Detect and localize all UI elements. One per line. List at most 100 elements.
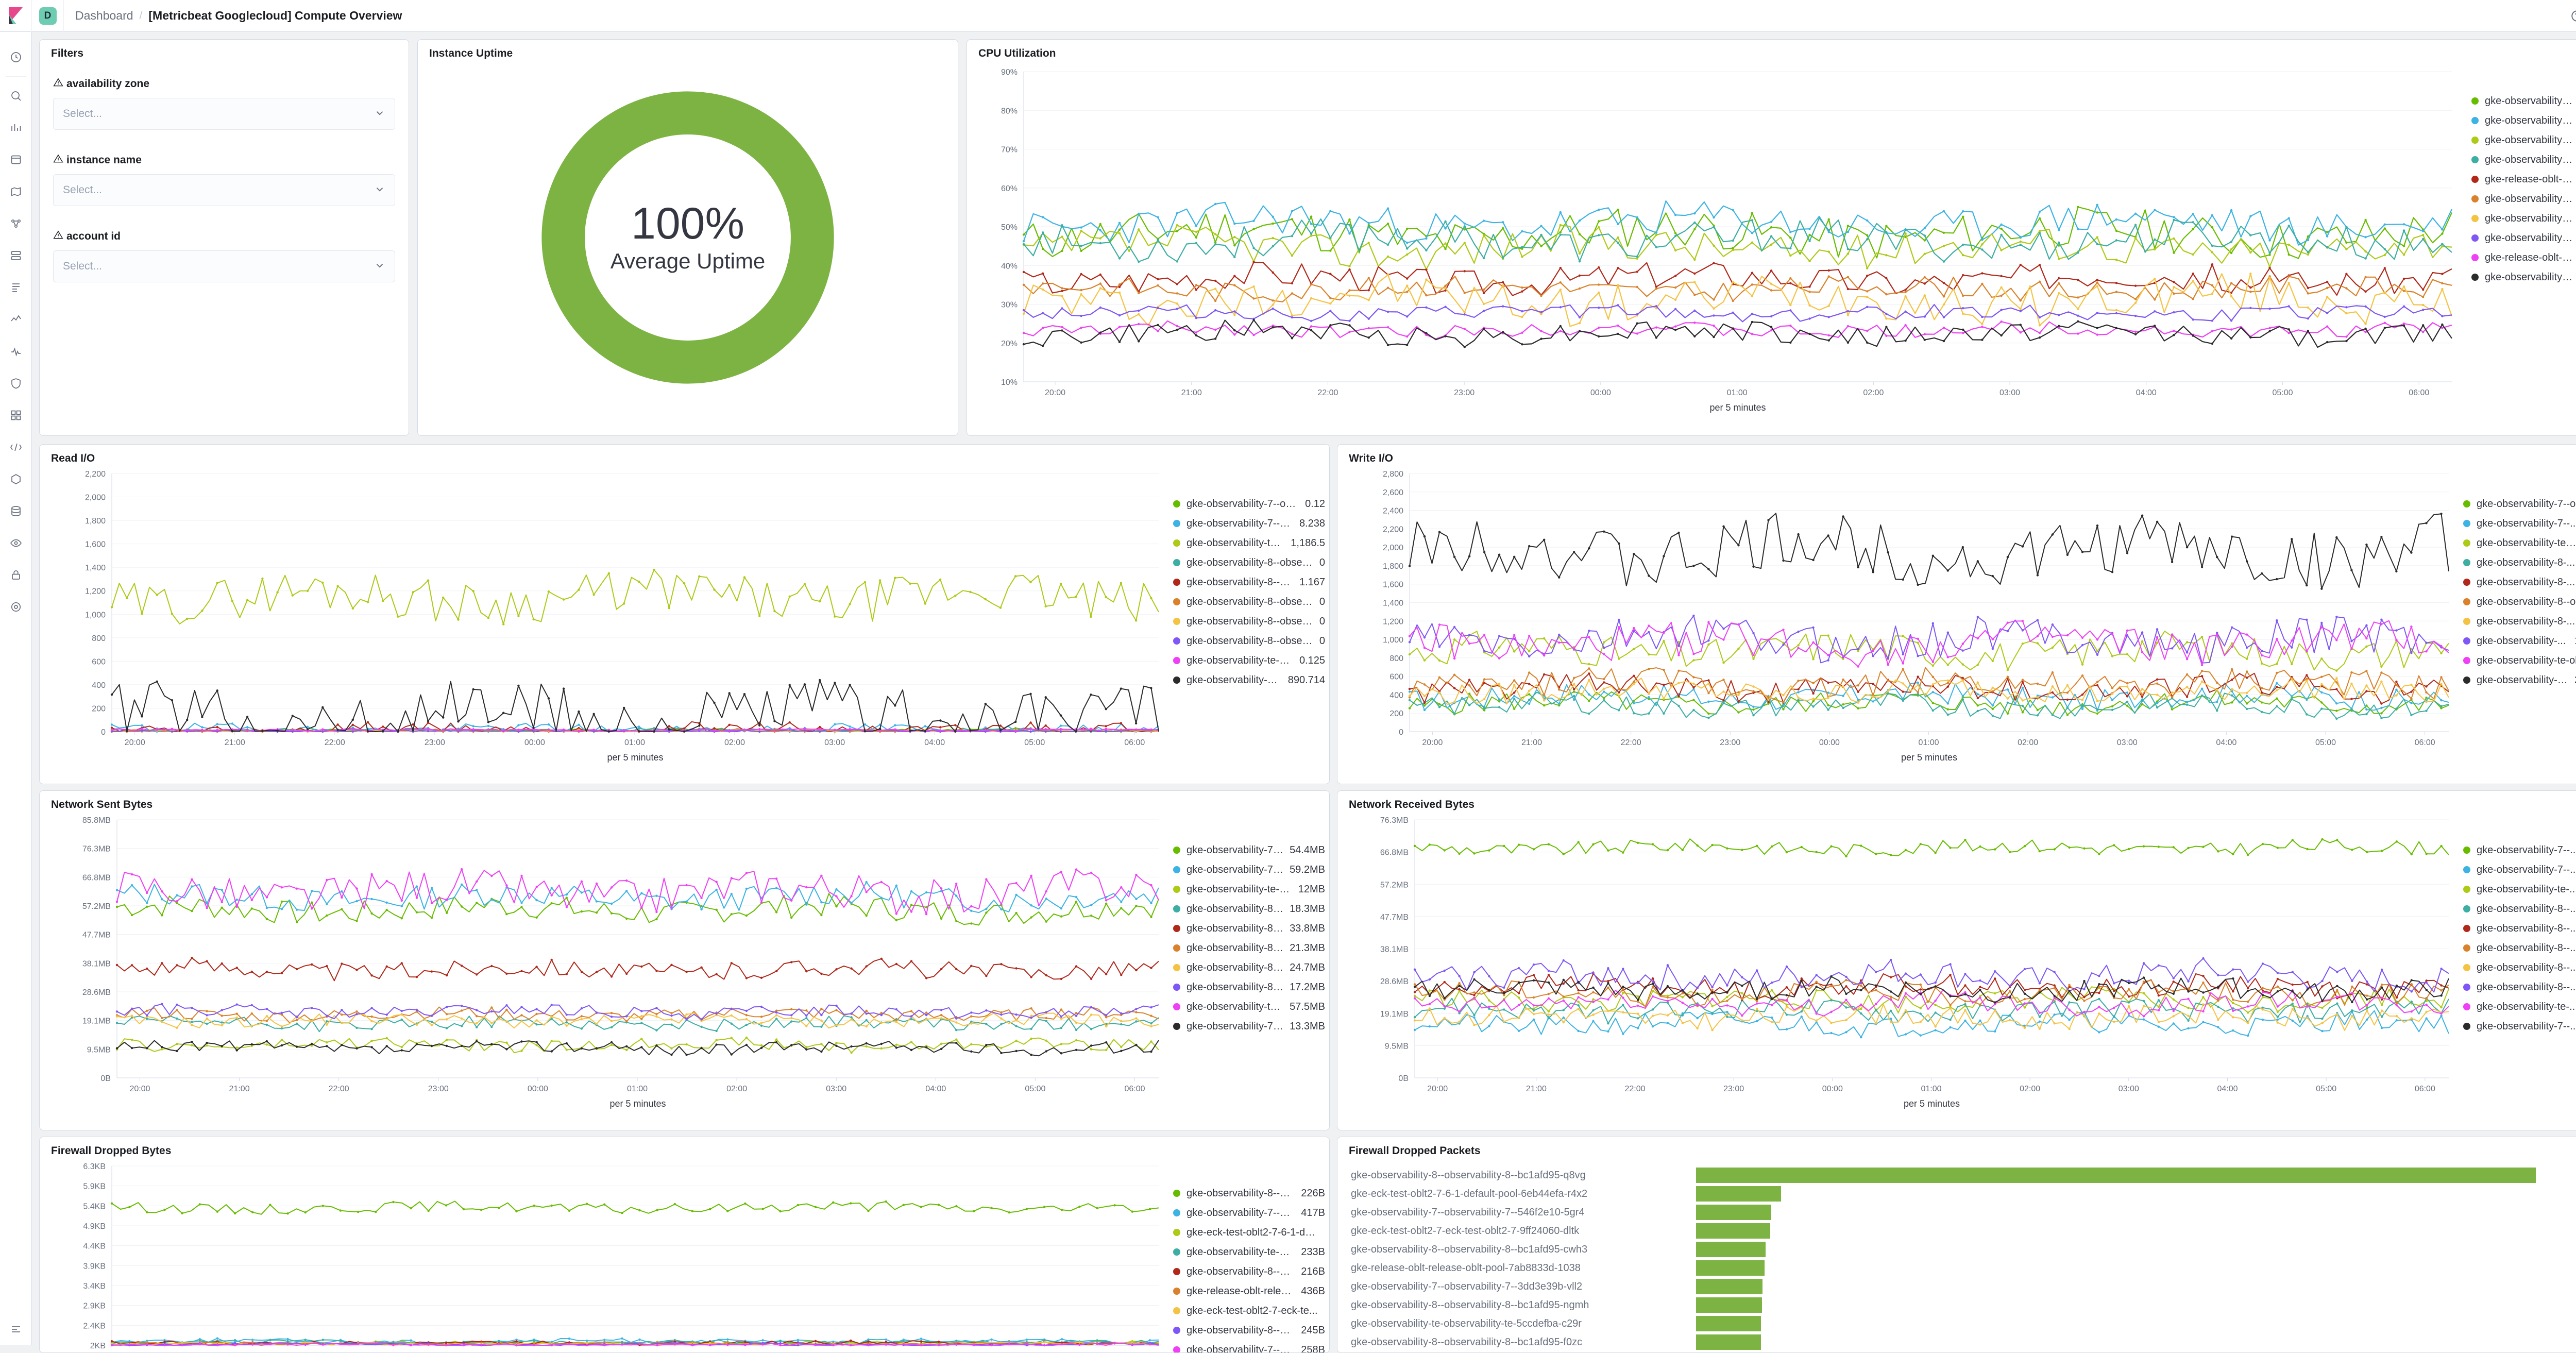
breadcrumb-dashboard[interactable]: Dashboard (75, 9, 133, 23)
canvas-icon[interactable] (0, 144, 32, 176)
legend-item[interactable]: gke-observability-8--o...919.5 (2463, 592, 2576, 612)
legend-item[interactable]: gke-observability-8--...31.1MB (2463, 919, 2576, 938)
help-icon[interactable] (2570, 9, 2576, 23)
legend-item[interactable]: gke-observability-te-obs...740 (2463, 651, 2576, 670)
legend-item[interactable]: gke-observability-8--obser...0 (1173, 553, 1325, 572)
observability-icon[interactable] (0, 527, 32, 559)
legend-item[interactable]: gke-observability-7--obs...284 (2463, 494, 2576, 514)
legend-item[interactable]: gke-observability-7--...13.8MB (2463, 860, 2576, 880)
legend-item[interactable]: gke-observability-8--...18.3MB (1173, 899, 1325, 919)
legend-item[interactable]: gke-observability-te-...1,186.5 (1173, 533, 1325, 553)
legend-item[interactable]: gke-observability-te-...618.643 (2463, 533, 2576, 553)
table-row[interactable]: gke-observability-7--observability-7--3d… (1351, 1277, 2576, 1296)
legend-item[interactable]: gke-observability-te...51.622% (2471, 91, 2576, 111)
legend-series-name: gke-observability-8--... (1187, 942, 1283, 954)
legend-item[interactable]: gke-eck-test-oblt2-7-6-1-def... (1173, 1223, 1325, 1242)
legend-item[interactable]: gke-observability-7--ob...417B (1173, 1203, 1325, 1223)
legend-item[interactable]: gke-observability-te-...21.9MB (2463, 997, 2576, 1017)
legend-item[interactable]: gke-observability-8--...18.1MB (2463, 958, 2576, 977)
legend-item[interactable]: gke-observability-8-...289.692 (2463, 553, 2576, 572)
legend-item[interactable]: gke-observability-7--ob...258B (1173, 1340, 1325, 1353)
collapse-rail-button[interactable] (0, 1323, 32, 1335)
legend-item[interactable]: gke-observability-te-o...12MB (1173, 880, 1325, 899)
table-row[interactable]: gke-release-oblt-release-oblt-pool-7ab88… (1351, 1259, 2576, 1277)
select-availability-zone[interactable]: Select... (53, 98, 395, 130)
table-row[interactable]: gke-eck-test-oblt2-7-6-1-default-pool-6e… (1351, 1185, 2576, 1203)
legend-item[interactable]: gke-observability-7--obs...0.12 (1173, 494, 1325, 514)
legend-item[interactable]: gke-observability-8--ob...216B (1173, 1262, 1325, 1281)
legend-item[interactable]: gke-observability-8--...17.2MB (1173, 977, 1325, 997)
maps-icon[interactable] (0, 176, 32, 208)
svg-text:01:00: 01:00 (1727, 388, 1748, 397)
legend-item[interactable]: gke-observability-te...27.599% (2471, 209, 2576, 228)
legend-item[interactable]: gke-release-oblt-rel...20.335% (2471, 248, 2576, 267)
legend-item[interactable]: gke-observability-7-...34.093% (2471, 189, 2576, 209)
legend-item[interactable]: gke-observability-8--ob...245B (1173, 1321, 1325, 1340)
legend-item[interactable]: gke-observability-8--o...1.167 (1173, 572, 1325, 592)
legend-item[interactable]: gke-observability-8--...24.7MB (1173, 958, 1325, 977)
legend-item[interactable]: gke-observability-8--...21.3MB (1173, 938, 1325, 958)
legend-series-name: gke-observability-8-... (2477, 557, 2575, 569)
siem-icon[interactable] (0, 367, 32, 399)
legend-item[interactable]: gke-observability-7--...26.8MB (2463, 1017, 2576, 1036)
legend-item[interactable]: gke-release-oblt-rel...29.869% (2471, 170, 2576, 189)
legend-item[interactable]: gke-observability-7--o...8.238 (1173, 514, 1325, 533)
legend-item[interactable]: gke-observability-8-...303.375 (2463, 612, 2576, 631)
table-row[interactable]: gke-observability-8--observability-8--bc… (1351, 1333, 2576, 1351)
table-row[interactable]: gke-eck-test-oblt2-7-eck-test-oblt2-7-9f… (1351, 1222, 2576, 1240)
legend-item[interactable]: gke-observability-te-ob...0.125 (1173, 651, 1325, 670)
stack-management-icon[interactable] (0, 399, 32, 431)
legend-item[interactable]: gke-release-oblt-releas...436B (1173, 1281, 1325, 1301)
table-row[interactable]: gke-observability-8--observability-8--bc… (1351, 1296, 2576, 1314)
uptime-icon[interactable] (0, 335, 32, 367)
legend-item[interactable]: gke-observability-7--...13.3MB (1173, 1017, 1325, 1036)
table-row[interactable]: gke-observability-te-observability-te-5c… (1351, 1314, 2576, 1333)
legend-item[interactable]: gke-observability-8-...627.417 (2463, 572, 2576, 592)
select-instance-name[interactable]: Select... (53, 174, 395, 206)
table-row[interactable]: gke-observability-8--observability-8--bc… (1351, 1240, 2576, 1259)
legend-series-name: gke-observability-7--obs... (2477, 498, 2576, 510)
legend-item[interactable]: gke-observability-8--...25.8MB (2463, 938, 2576, 958)
apm-icon[interactable] (0, 303, 32, 335)
legend-item[interactable]: gke-observability-7--...206.81 (2463, 514, 2576, 533)
legend-item[interactable]: gke-observability-8--obser...0 (1173, 631, 1325, 651)
space-selector[interactable]: D (32, 0, 64, 32)
dev-tools-icon[interactable] (0, 431, 32, 463)
legend-item[interactable]: gke-observability-7...2,379.714 (2463, 670, 2576, 690)
legend-item[interactable]: gke-observability-7-...51.072% (2471, 150, 2576, 170)
legend-item[interactable]: gke-observability-7-...890.714 (1173, 670, 1325, 690)
legend-item[interactable]: gke-observability-7--...59.2MB (1173, 860, 1325, 880)
legend-item[interactable]: gke-observability-...1,088.875 (2463, 631, 2576, 651)
logs-icon[interactable] (0, 272, 32, 303)
legend-item[interactable]: gke-observability-te-...24.1MB (2463, 880, 2576, 899)
legend-item[interactable]: gke-observability-7-...53.193% (2471, 111, 2576, 130)
legend-item[interactable]: gke-eck-test-oblt2-7-eck-te... (1173, 1301, 1325, 1321)
legend-item[interactable]: gke-observability-7-...26.861% (2471, 228, 2576, 248)
legend-item[interactable]: gke-observability-7--...54.4MB (1173, 840, 1325, 860)
select-account-id[interactable]: Select... (53, 250, 395, 282)
legend-item[interactable]: gke-observability-te-...57.5MB (1173, 997, 1325, 1017)
dashboard-icon[interactable] (0, 112, 32, 144)
legend-item[interactable]: gke-observability-8--...18.4MB (2463, 899, 2576, 919)
legend-item[interactable]: gke-observability-7--...66.6MB (2463, 840, 2576, 860)
legend-item[interactable]: gke-observability-8--obser...0 (1173, 612, 1325, 631)
recently-viewed-icon[interactable] (0, 41, 32, 73)
legend-item[interactable]: gke-observability-8--...33.8MB (1173, 919, 1325, 938)
kibana-logo[interactable] (0, 0, 32, 32)
legend-item[interactable]: gke-observability-8--...35.2MB (2463, 977, 2576, 997)
legend-item[interactable]: gke-observability-te-ob...233B (1173, 1242, 1325, 1262)
infrastructure-icon[interactable] (0, 240, 32, 272)
table-row[interactable]: gke-observability-8--observability-8--bc… (1351, 1166, 2576, 1185)
legend-item[interactable]: gke-observability-8--obser...0 (1173, 592, 1325, 612)
settings-icon[interactable] (0, 591, 32, 623)
discover-icon[interactable] (0, 80, 32, 112)
table-row[interactable]: gke-observability-7--observability-7--54… (1351, 1203, 2576, 1222)
svg-text:50%: 50% (1001, 223, 1018, 232)
enterprise-search-icon[interactable] (0, 495, 32, 527)
security-icon[interactable] (0, 559, 32, 591)
legend-item[interactable]: gke-observability-te...44.532% (2471, 130, 2576, 150)
fleet-icon[interactable] (0, 463, 32, 495)
legend-item[interactable]: gke-observability-8-...18.924% (2471, 267, 2576, 287)
legend-item[interactable]: gke-observability-8--ob...226B (1173, 1183, 1325, 1203)
machine-learning-icon[interactable] (0, 208, 32, 240)
